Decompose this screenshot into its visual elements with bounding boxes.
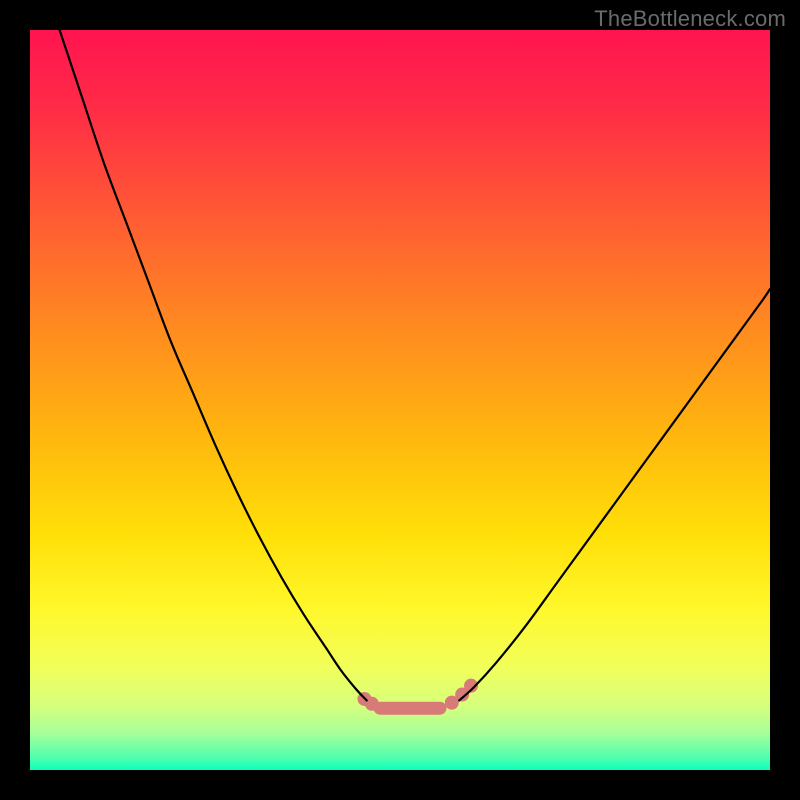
highlight-dot-left-1: [365, 697, 379, 711]
bottleneck-chart: [0, 0, 800, 800]
bottleneck-curve-right: [459, 289, 770, 700]
watermark-text: TheBottleneck.com: [594, 6, 786, 32]
bottleneck-curve-left: [60, 30, 367, 700]
